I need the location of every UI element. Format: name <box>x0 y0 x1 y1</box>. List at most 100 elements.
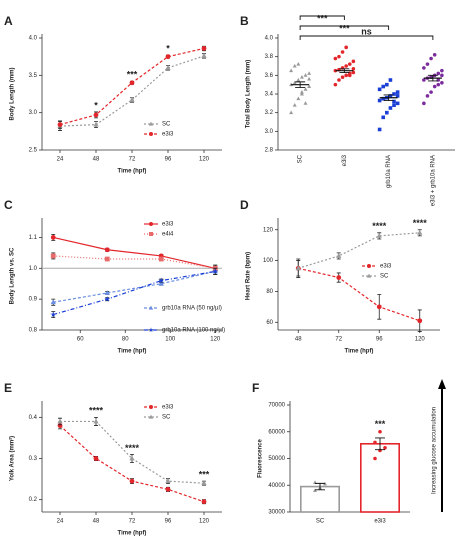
data-point <box>440 73 444 78</box>
data-point <box>351 59 356 64</box>
series-line <box>59 55 205 127</box>
data-point <box>351 67 356 71</box>
marker <box>57 122 63 128</box>
x-tick-label: 48 <box>295 337 302 343</box>
x-tick-label: 80 <box>122 337 129 343</box>
y-tick-label: 3.6 <box>265 73 274 79</box>
marker <box>158 256 164 262</box>
marker <box>93 121 99 127</box>
x-tick-label: 72 <box>129 519 136 525</box>
marker <box>165 486 171 492</box>
y-tick-label: 3.2 <box>265 110 274 116</box>
data-point <box>347 62 352 66</box>
x-tick-label: 72 <box>335 337 342 343</box>
data-point <box>440 68 444 73</box>
marker <box>165 54 171 60</box>
y-tick-label: 0.2 <box>29 497 38 503</box>
legend-marker <box>149 405 153 409</box>
data-point <box>381 84 386 89</box>
legend-marker <box>149 232 153 236</box>
significance: *** <box>317 13 328 23</box>
x-tick-label: 48 <box>93 157 100 163</box>
panel-letter: F <box>252 381 259 395</box>
data-point <box>296 96 301 101</box>
legend-label: e4i4 <box>162 232 174 238</box>
marker <box>104 247 110 253</box>
x-tick-label: SC <box>298 154 304 163</box>
y-tick-label: 0.9 <box>29 297 38 303</box>
marker <box>104 290 110 295</box>
legend-marker <box>367 264 371 268</box>
y-axis-title: Total Body Length (mm) <box>246 60 252 129</box>
legend-marker <box>148 305 154 310</box>
x-tick-label: 96 <box>165 157 172 163</box>
data-point <box>344 73 348 78</box>
y-tick-label: 3.4 <box>265 92 274 98</box>
legend-label: SC <box>162 415 171 421</box>
marker <box>93 456 99 461</box>
error-bar <box>427 74 438 82</box>
marker <box>129 455 135 461</box>
legend-marker <box>148 121 154 126</box>
data-point <box>307 71 312 75</box>
significance: **** <box>413 218 428 228</box>
arrow-head <box>438 379 446 389</box>
x-tick-label: 120 <box>199 519 210 525</box>
x-axis-title: Time (hpf) <box>118 349 147 355</box>
marker <box>201 480 207 486</box>
y-tick-label: 120 <box>263 227 274 233</box>
data-point <box>440 81 444 85</box>
data-point <box>337 78 341 82</box>
marker <box>129 97 135 102</box>
data-point <box>381 115 386 120</box>
marker <box>417 318 423 324</box>
panel-letter: A <box>4 14 13 28</box>
y-tick-label: 2.8 <box>265 148 274 154</box>
data-point <box>373 440 377 445</box>
marker <box>212 268 219 274</box>
panel-letter: D <box>240 198 249 212</box>
y-tick-label: 60000 <box>268 429 285 435</box>
legend-marker <box>148 414 154 419</box>
data-point <box>388 94 393 98</box>
data-point <box>385 82 389 87</box>
significance: **** <box>372 221 387 231</box>
data-point <box>340 50 345 54</box>
data-point <box>436 71 441 76</box>
marker <box>129 80 135 86</box>
series-line <box>298 232 420 269</box>
x-tick-label: 72 <box>129 157 136 163</box>
data-point <box>340 75 345 79</box>
series-line <box>53 236 216 269</box>
error-bar <box>375 437 385 451</box>
marker <box>376 304 382 310</box>
data-point <box>351 70 356 75</box>
data-point <box>373 456 377 461</box>
y-tick-label: 4.0 <box>29 36 38 42</box>
y-tick-label: 1.0 <box>29 266 38 272</box>
series-line <box>298 267 420 322</box>
data-point <box>395 90 400 94</box>
marker <box>50 311 57 318</box>
marker <box>201 499 207 505</box>
y-tick-label: 50000 <box>268 456 285 462</box>
x-tick-label: 24 <box>57 519 64 525</box>
x-axis-title: Time (hpf) <box>118 169 147 175</box>
legend-label: e3i3 <box>380 264 392 270</box>
data-point <box>292 80 297 85</box>
y-tick-label: 3.8 <box>265 54 274 60</box>
marker <box>165 478 171 484</box>
data-point <box>429 56 433 61</box>
legend-marker <box>148 327 154 333</box>
data-point <box>388 106 393 110</box>
y-axis-title: Heart Rate (bpm) <box>246 252 252 300</box>
panel-letter: C <box>4 198 13 212</box>
marker <box>165 64 171 70</box>
marker <box>57 418 63 424</box>
y-tick-label: 2.5 <box>29 148 38 154</box>
x-tick-label: e3i3 <box>342 154 348 166</box>
x-tick-label: grb10a RNA <box>386 155 392 188</box>
data-point <box>289 68 294 73</box>
data-point <box>337 54 341 59</box>
